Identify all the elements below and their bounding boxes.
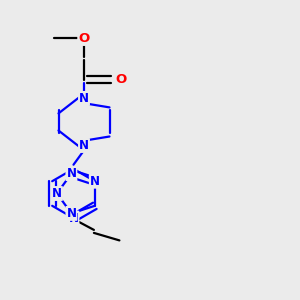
Text: N: N (66, 207, 76, 220)
Text: O: O (78, 32, 90, 45)
Text: N: N (66, 167, 76, 180)
Text: N: N (79, 92, 89, 105)
Text: N: N (90, 175, 100, 188)
Text: N: N (52, 187, 62, 200)
Text: N: N (68, 212, 79, 225)
Text: O: O (115, 73, 127, 86)
Text: N: N (79, 139, 89, 152)
